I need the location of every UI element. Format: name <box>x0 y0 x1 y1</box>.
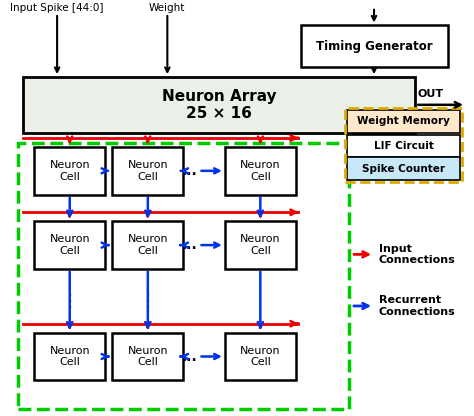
Bar <box>112 147 183 195</box>
Text: ...: ... <box>182 238 197 252</box>
Bar <box>112 221 183 269</box>
Bar <box>347 135 460 157</box>
Text: Neuron
Cell: Neuron Cell <box>240 160 281 182</box>
Text: ⋮: ⋮ <box>62 292 78 310</box>
Bar <box>345 108 462 182</box>
Text: Input Spike [44:0]: Input Spike [44:0] <box>10 3 104 13</box>
Text: Neuron
Cell: Neuron Cell <box>49 234 90 256</box>
Bar <box>225 221 296 269</box>
Text: Neuron
Cell: Neuron Cell <box>49 346 90 367</box>
Text: Timing Generator: Timing Generator <box>316 40 432 52</box>
Text: ...: ... <box>182 349 197 364</box>
Text: Neuron
Cell: Neuron Cell <box>128 160 168 182</box>
Bar <box>225 147 296 195</box>
Text: ⋮: ⋮ <box>140 292 156 310</box>
Bar <box>34 221 105 269</box>
Text: Spike Counter: Spike Counter <box>362 164 445 174</box>
Bar <box>301 25 447 67</box>
Text: Neuron
Cell: Neuron Cell <box>128 234 168 256</box>
Bar <box>225 333 296 380</box>
Bar <box>18 143 349 409</box>
Bar <box>347 157 460 180</box>
Text: Input
Connections: Input Connections <box>379 244 456 265</box>
Text: Neuron
Cell: Neuron Cell <box>240 234 281 256</box>
Bar <box>112 333 183 380</box>
Text: Neuron
Cell: Neuron Cell <box>128 346 168 367</box>
Text: Weight Memory: Weight Memory <box>357 116 450 126</box>
Text: OUT: OUT <box>418 89 444 99</box>
Bar <box>34 147 105 195</box>
Text: Neuron Array
25 × 16: Neuron Array 25 × 16 <box>162 89 276 121</box>
Bar <box>347 110 460 133</box>
Bar <box>34 333 105 380</box>
Text: Neuron
Cell: Neuron Cell <box>240 346 281 367</box>
Text: Neuron
Cell: Neuron Cell <box>49 160 90 182</box>
Bar <box>23 77 415 133</box>
Text: Weight: Weight <box>149 3 185 13</box>
Text: LIF Circuit: LIF Circuit <box>374 141 434 151</box>
Text: ...: ... <box>182 164 197 178</box>
Text: Recurrent
Connections: Recurrent Connections <box>379 295 456 317</box>
